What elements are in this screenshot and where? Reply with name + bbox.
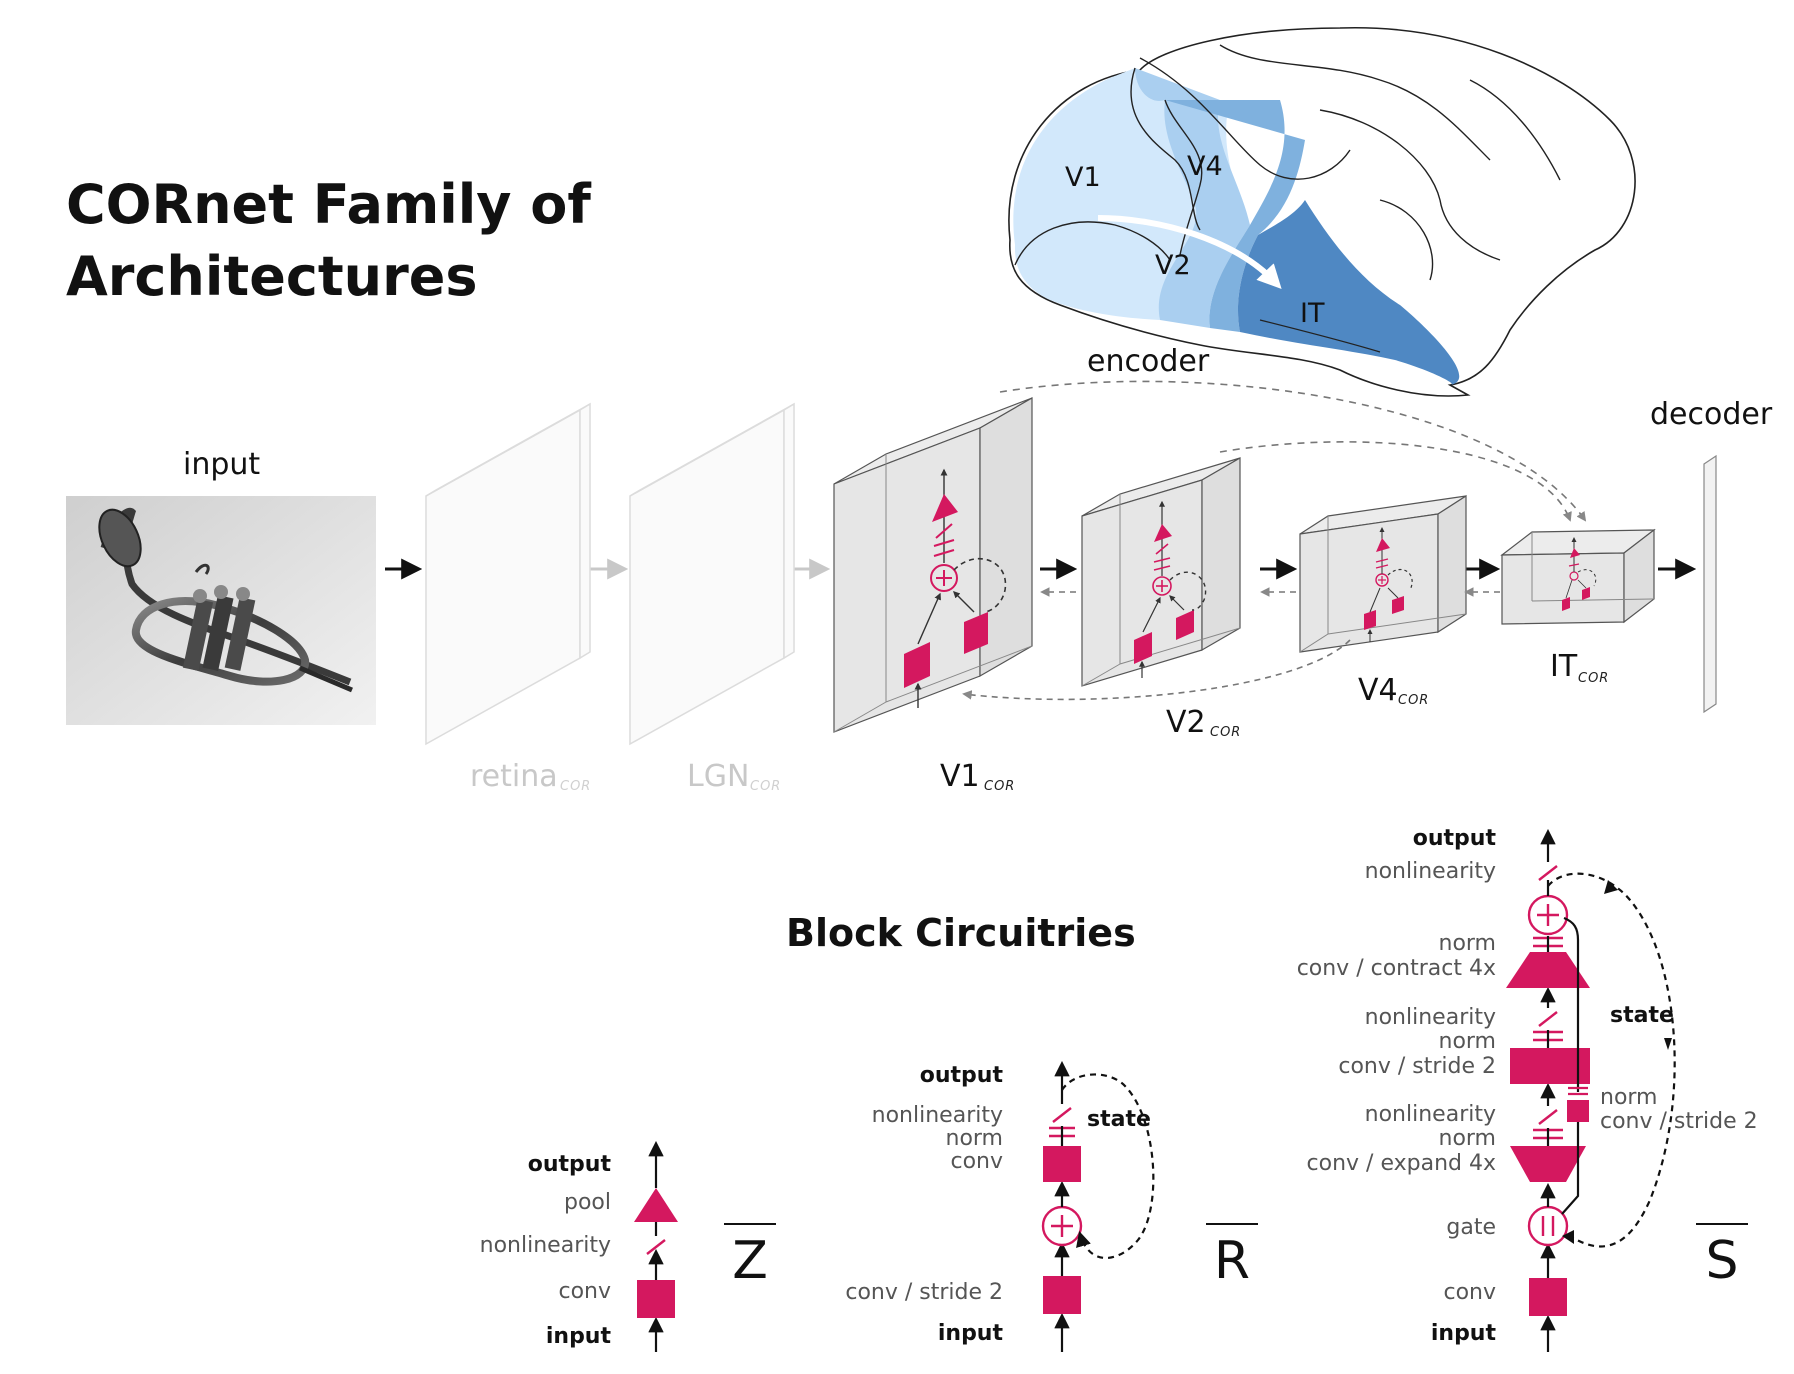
s-output: output <box>1413 826 1497 851</box>
r-state: state <box>1087 1107 1151 1132</box>
s-norm-2: norm <box>1439 1029 1497 1054</box>
feedback-v2-it <box>1219 441 1572 522</box>
v4-label: V4 <box>1358 673 1398 708</box>
v2-label: V2 <box>1166 705 1206 740</box>
z-output: output <box>528 1152 612 1177</box>
decoder-label: decoder <box>1650 397 1773 432</box>
brain-label-v1: V1 <box>1065 162 1101 193</box>
r-norm: norm <box>946 1126 1004 1151</box>
title-line-2: Architectures <box>66 245 478 308</box>
trumpet-photo <box>66 496 376 725</box>
feedback-v1-it <box>999 380 1587 522</box>
feedback-v4-v1 <box>962 639 1351 701</box>
circuit-s <box>1506 828 1676 1352</box>
s-input: input <box>1431 1321 1497 1346</box>
decoder-panel <box>1703 454 1717 714</box>
brain-label-it: IT <box>1300 298 1325 329</box>
input-label: input <box>183 447 260 482</box>
title-line-1: CORnet Family of <box>66 173 591 236</box>
s-skip-conv: conv / stride 2 <box>1600 1109 1758 1134</box>
s-skip-norm: norm <box>1600 1085 1658 1110</box>
v2-block <box>1081 456 1241 687</box>
v2-cor: COR <box>1210 725 1241 740</box>
v4-cor: COR <box>1398 693 1429 708</box>
s-conv: conv <box>1443 1280 1496 1305</box>
block-circuitries-title: Block Circuitries <box>786 911 1136 955</box>
r-nonlinearity: nonlinearity <box>872 1103 1003 1128</box>
z-input: input <box>546 1324 612 1349</box>
s-nonlinearity-1: nonlinearity <box>1365 859 1496 884</box>
it-block <box>1500 528 1656 625</box>
v1-label: V1 <box>940 759 980 794</box>
r-output: output <box>920 1063 1004 1088</box>
s-gate: gate <box>1446 1215 1496 1240</box>
s-conv-contract: conv / contract 4x <box>1297 956 1496 981</box>
it-label: IT <box>1550 649 1578 684</box>
lgn-cor: COR <box>750 779 781 794</box>
s-state: state <box>1610 1003 1674 1028</box>
v4-block <box>1299 494 1467 653</box>
encoder-label: encoder <box>1087 344 1210 379</box>
brain-label-v2: V2 <box>1155 250 1191 281</box>
circuit-z <box>634 1140 678 1352</box>
v1-cor: COR <box>984 779 1015 794</box>
v1-block <box>833 396 1033 733</box>
retina-cor: COR <box>560 779 591 794</box>
z-pool: pool <box>564 1190 611 1215</box>
s-conv-stride: conv / stride 2 <box>1338 1054 1496 1079</box>
s-nonlinearity-2: nonlinearity <box>1365 1005 1496 1030</box>
r-conv: conv <box>950 1149 1003 1174</box>
s-nonlinearity-3: nonlinearity <box>1365 1102 1496 1127</box>
z-nonlinearity: nonlinearity <box>480 1233 611 1258</box>
brain-label-v4: V4 <box>1187 151 1223 182</box>
z-name: Z <box>732 1231 768 1291</box>
s-conv-expand: conv / expand 4x <box>1307 1151 1496 1176</box>
s-norm-1: norm <box>1439 931 1497 956</box>
s-name: S <box>1705 1231 1738 1291</box>
retina-layer <box>425 402 591 746</box>
s-norm-3: norm <box>1439 1126 1497 1151</box>
circuit-r <box>1041 1060 1155 1352</box>
r-input: input <box>938 1321 1004 1346</box>
it-cor: COR <box>1578 671 1609 686</box>
r-name: R <box>1214 1231 1250 1291</box>
z-conv: conv <box>558 1279 611 1304</box>
brain-illustration: V1 V2 V4 IT <box>1008 26 1636 397</box>
lgn-label: LGN <box>687 759 749 794</box>
retina-label: retina <box>470 759 558 794</box>
lgn-layer <box>629 402 795 746</box>
r-conv-stride: conv / stride 2 <box>845 1280 1003 1305</box>
